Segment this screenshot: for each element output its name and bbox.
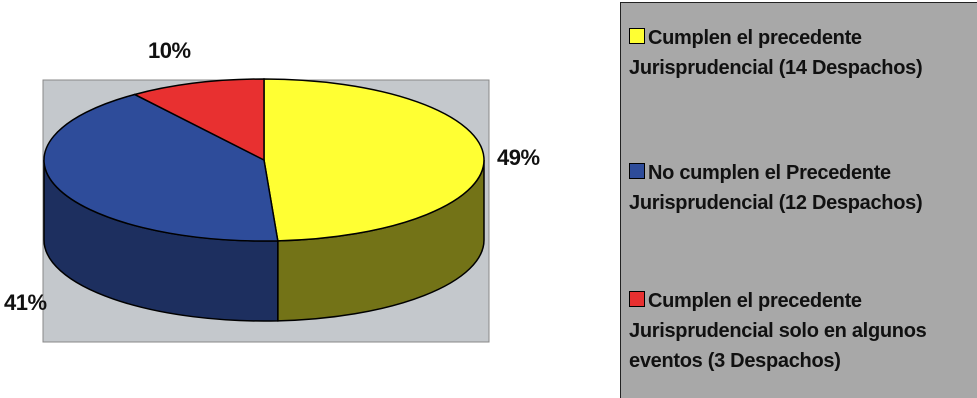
slice-label-10: 10%	[148, 38, 191, 63]
legend-item-algunos-line2: Jurisprudencial solo en algunos	[629, 320, 927, 342]
legend-item-algunos-line3: eventos (3 Despachos)	[629, 350, 841, 372]
slice-label-49: 49%	[497, 145, 540, 170]
legend-item-algunos: Cumplen el precedente Jurisprudencial so…	[629, 286, 974, 376]
pie-slice-cumplen	[263, 78, 485, 242]
legend-item-cumplen: Cumplen el precedente Jurisprudencial (1…	[629, 23, 974, 83]
legend-swatch-blue	[629, 163, 645, 179]
legend-item-cumplen-line2: Jurisprudencial (14 Despachos)	[629, 57, 923, 79]
pie-slice-algunos	[132, 78, 265, 162]
pie-chart: 10% 49% 41%	[4, 38, 540, 343]
legend-item-cumplen-line1: Cumplen el precedente	[648, 27, 862, 49]
legend-item-no-cumplen-line2: Jurisprudencial (12 Despachos)	[629, 192, 923, 214]
pie-chart-svg	[42, 78, 490, 343]
slice-label-41: 41%	[4, 290, 47, 315]
legend-item-no-cumplen: No cumplen el Precedente Jurisprudencial…	[629, 158, 974, 218]
legend-swatch-yellow	[629, 28, 645, 44]
chart-legend: Cumplen el precedente Jurisprudencial (1…	[620, 2, 977, 398]
legend-swatch-red	[629, 291, 645, 307]
legend-item-algunos-line1: Cumplen el precedente	[648, 290, 862, 312]
pie-slice-no-cumplen	[43, 93, 279, 242]
legend-item-no-cumplen-line1: No cumplen el Precedente	[648, 162, 891, 184]
